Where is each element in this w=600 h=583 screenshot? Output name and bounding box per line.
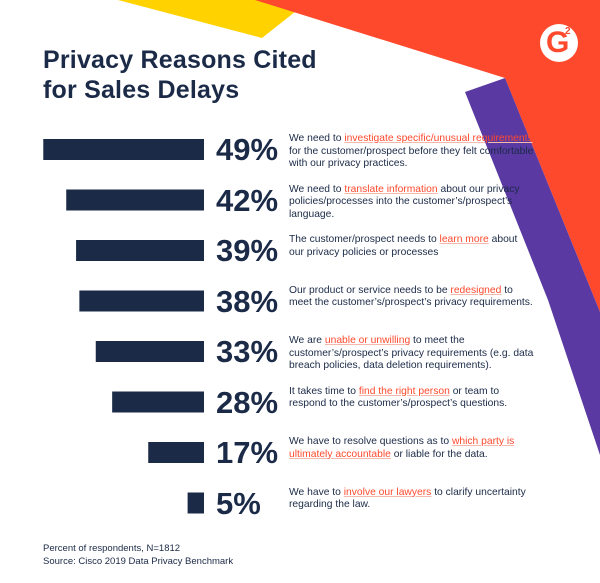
highlight-text: unable or unwilling (324, 335, 411, 346)
chart-row: 42% We need to translate information abou… (0, 183, 600, 233)
bar-5 (112, 391, 204, 413)
reason-description: We need to translate information about o… (289, 184, 534, 222)
description-text: to clarify uncertainty regarding the law… (289, 486, 526, 511)
chart-row: 38% Our product or service needs to be re… (0, 284, 600, 334)
description-text: for the customer/prospect before they fe… (289, 145, 534, 170)
description-text: about our privacy policies or processes (289, 234, 518, 258)
reason-description: We need to investigate specific/unusual … (289, 133, 534, 171)
description-text: The customer/prospect needs to (289, 234, 440, 245)
bar-6 (148, 442, 204, 463)
chart-row: 39% The customer/prospect needs to learn … (0, 233, 600, 283)
description-text: We have to resolve questions as to (289, 436, 452, 447)
reason-description: It takes time to find the right person o… (289, 386, 534, 411)
description-text: to meet the customer’s/prospect’s privac… (289, 335, 534, 371)
highlight-text: involve our lawyers (343, 486, 432, 498)
chart-row: 28% It takes time to find the right perso… (0, 385, 600, 435)
yellow-stripe (118, 0, 310, 38)
bar-2 (76, 240, 204, 261)
chart-row: 33% We are unable or unwilling to meet th… (0, 334, 600, 384)
highlight-text: translate information (344, 183, 438, 195)
chart-row: 49% We need to investigate specific/unusu… (0, 132, 600, 182)
percent-label: 49% (216, 132, 279, 167)
description-text: or team to respond to the customer’s/pro… (289, 385, 508, 410)
description-text: or liable for the data. (390, 448, 488, 460)
percent-label: 42% (216, 182, 279, 218)
description-text: It takes time to (289, 385, 359, 397)
highlight-text: learn more (439, 234, 489, 245)
bar-0 (43, 139, 204, 160)
percent-label: 33% (216, 334, 279, 369)
reason-description: The customer/prospect needs to learn mor… (289, 234, 534, 259)
percent-label: 5% (216, 485, 261, 521)
bar-7 (187, 492, 204, 514)
title-line-1: Privacy Reasons Cited (43, 46, 317, 74)
description-text: We are (289, 335, 325, 346)
bar-1 (66, 189, 205, 211)
title-line-2: for Sales Delays (43, 76, 240, 104)
source-note: Source: Cisco 2019 Data Privacy Benchmar… (43, 556, 234, 567)
description-text: about our privacy policies/processes int… (289, 183, 520, 220)
reason-description: We are unable or unwilling to meet the c… (289, 335, 534, 373)
highlight-text: redesigned (450, 284, 502, 296)
percent-label: 28% (216, 384, 279, 420)
reason-description: We have to resolve questions as to which… (289, 436, 534, 461)
percent-label: 38% (216, 283, 279, 319)
orange-shape (255, 0, 600, 312)
highlight-text: which party is ultimately accountable (289, 436, 515, 460)
reason-description: Our product or service needs to be redes… (289, 285, 534, 310)
chart-row: 17% We have to resolve questions as to wh… (0, 435, 600, 485)
description-text: We need to (289, 133, 345, 144)
description-text: We have to (289, 486, 344, 498)
respondents-note: Percent of respondents, N=1812 (43, 543, 181, 554)
bar-3 (79, 290, 204, 312)
description-text: We need to (289, 183, 345, 195)
reason-description: We have to involve our lawyers to clarif… (289, 487, 534, 512)
purple-stripe (465, 78, 600, 455)
g2-logo-letter: G (546, 26, 570, 59)
chart-footer: Percent of respondents, N=1812 Source: C… (43, 542, 233, 568)
chart-row: 5% We have to involve our lawyers to clar… (0, 486, 600, 536)
percent-label: 17% (216, 435, 279, 470)
page-title: Privacy Reasons Cited for Sales Delays (43, 45, 343, 105)
description-text: to meet the customer’s/prospect’s privac… (289, 284, 533, 309)
g2-logo-number: 2 (565, 26, 571, 37)
g2-logo: G 2 (540, 24, 578, 62)
highlight-text: find the right person (358, 385, 450, 397)
highlight-text: investigate specific/unusual requirement… (344, 133, 533, 144)
bar-4 (95, 341, 204, 362)
description-text: Our product or service needs to be (289, 284, 451, 296)
percent-label: 39% (216, 233, 279, 268)
